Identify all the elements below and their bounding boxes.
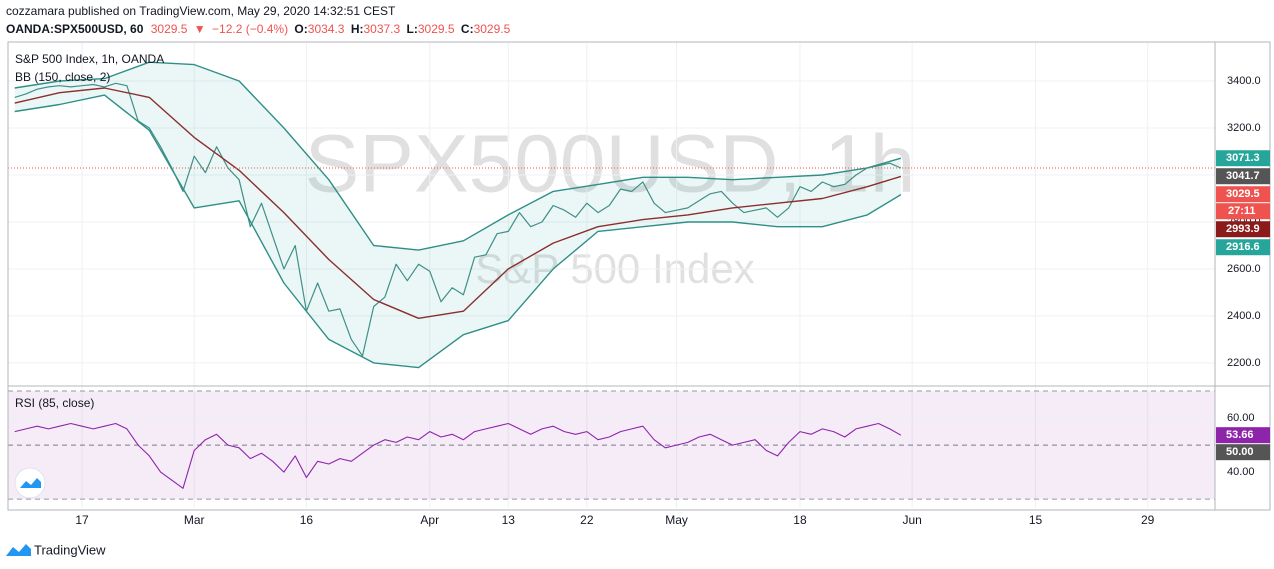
watermark-symbol: SPX500USD, 1h [305,119,916,210]
footer-brand: TradingView [34,542,106,557]
price-marker-label: 3041.7 [1226,170,1260,182]
close: 3029.5 [474,22,511,36]
rsi-line [14,422,902,489]
y-tick-label: 3200.0 [1227,122,1261,134]
footer-logo [6,544,31,556]
x-tick-label: May [665,513,688,527]
high: 3037.3 [363,22,400,36]
change: −12.2 (−0.4%) [212,22,288,36]
x-tick-label: 17 [75,513,89,527]
y-tick-label: 3400.0 [1227,75,1261,87]
footer: TradingView [6,542,106,557]
price-marker [1216,150,1270,167]
x-tick-label: 15 [1029,513,1043,527]
x-tick-label: Mar [184,513,205,527]
logo-button[interactable] [14,467,46,499]
rsi-marker-label: 53.66 [1226,429,1254,441]
x-tick-label: 22 [580,513,594,527]
x-tick-label: 29 [1141,513,1155,527]
main-legend: S&P 500 Index, 1h, OANDA [15,52,164,66]
y-tick-label: 2200.0 [1227,357,1261,369]
open-label: O: [294,22,307,36]
bb-legend: BB (150, close, 2) [15,70,110,84]
bb-fill [14,62,901,368]
price-marker-label: 2993.9 [1226,223,1260,235]
price-marker-label: 2916.6 [1226,241,1260,253]
watermark: SPX500USD, 1h S&P 500 Index [305,119,916,292]
rsi-mid-marker [1216,444,1270,461]
price-marker-label: 3029.5 [1226,188,1260,200]
y-tick-label: 2600.0 [1227,263,1261,275]
bb-line [14,94,902,369]
price-marker [1216,168,1270,185]
price-marker-label: 3071.3 [1226,152,1260,164]
y-tick-label: 2400.0 [1227,310,1261,322]
symbol: OANDA:SPX500USD, 60 [6,22,144,36]
plot: 17 Mar 16 Apr 13 22 May 18 Jun 15 29 [8,42,1215,527]
x-tick-label: 16 [300,513,314,527]
x-tick-label: 18 [793,513,807,527]
rsi-marker [1216,427,1270,444]
published-line: cozzamara published on TradingView.com, … [6,4,396,18]
price-marker [1216,221,1270,238]
ohlc-line: OANDA:SPX500USD, 60 3029.5 ▼ −12.2 (−0.4… [6,22,511,36]
price-line [14,82,902,357]
rsi-tick-label: 60.00 [1227,412,1255,424]
low: 3029.5 [418,22,455,36]
price-marker [1216,239,1270,256]
last-price: 3029.5 [151,22,188,36]
price-marker [1216,186,1270,203]
bb-line [14,61,902,251]
x-tick-label: Jun [902,513,921,527]
low-label: L: [407,22,418,36]
rsi-mid-marker-label: 50.00 [1226,446,1254,458]
countdown: 27:11 [1228,205,1256,217]
logo-circle[interactable] [14,467,46,499]
countdown-box [1216,203,1270,220]
x-tick-label: Apr [420,513,439,527]
logo-icon[interactable] [20,478,41,488]
close-label: C: [461,22,474,36]
rsi-legend: RSI (85, close) [15,396,94,410]
rsi-tick-label: 40.00 [1227,466,1255,478]
x-tick-label: 13 [502,513,516,527]
change-arrow: ▼ [194,22,206,36]
bb-line [14,87,902,319]
open: 3034.3 [308,22,345,36]
high-label: H: [351,22,364,36]
